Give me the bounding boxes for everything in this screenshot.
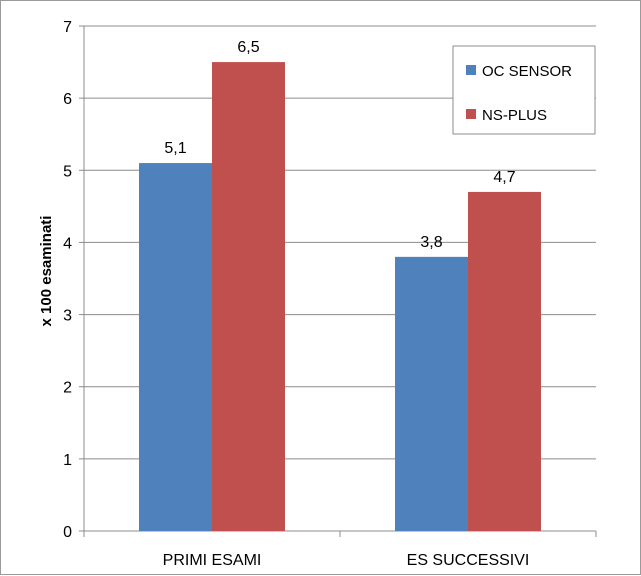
y-tick-label: 0 — [63, 524, 72, 541]
legend-swatch — [466, 109, 476, 119]
y-tick-label: 5 — [63, 163, 72, 180]
data-label: 3,8 — [420, 234, 442, 251]
y-tick-label: 3 — [63, 308, 72, 325]
x-category-label: PRIMI ESAMI — [163, 552, 262, 569]
legend-swatch — [466, 65, 476, 75]
y-tick-label: 4 — [63, 235, 72, 252]
y-axis-label: x 100 esaminati — [38, 216, 55, 327]
bar-ns-plus — [212, 62, 285, 531]
data-label: 5,1 — [164, 140, 186, 157]
y-tick-label: 7 — [63, 19, 72, 36]
bar-oc-sensor — [395, 256, 468, 531]
bars — [139, 62, 541, 532]
legend-label: NS-PLUS — [482, 107, 547, 124]
legend-box — [452, 45, 596, 135]
data-label: 6,5 — [237, 39, 259, 56]
data-label: 4,7 — [493, 169, 515, 186]
y-tick-label: 1 — [63, 452, 72, 469]
legend: OC SENSOR NS-PLUS — [452, 45, 596, 135]
x-category-label: ES SUCCESSIVI — [407, 552, 530, 569]
y-tick-label: 6 — [63, 91, 72, 108]
y-tick-label: 2 — [63, 380, 72, 397]
data-labels: 5,1 6,5 3,8 4,7 — [164, 39, 515, 251]
bar-oc-sensor — [139, 163, 212, 532]
legend-label: OC SENSOR — [482, 63, 572, 80]
x-axis-categories: PRIMI ESAMI ES SUCCESSIVI — [83, 531, 597, 569]
bar-ns-plus — [468, 191, 541, 531]
